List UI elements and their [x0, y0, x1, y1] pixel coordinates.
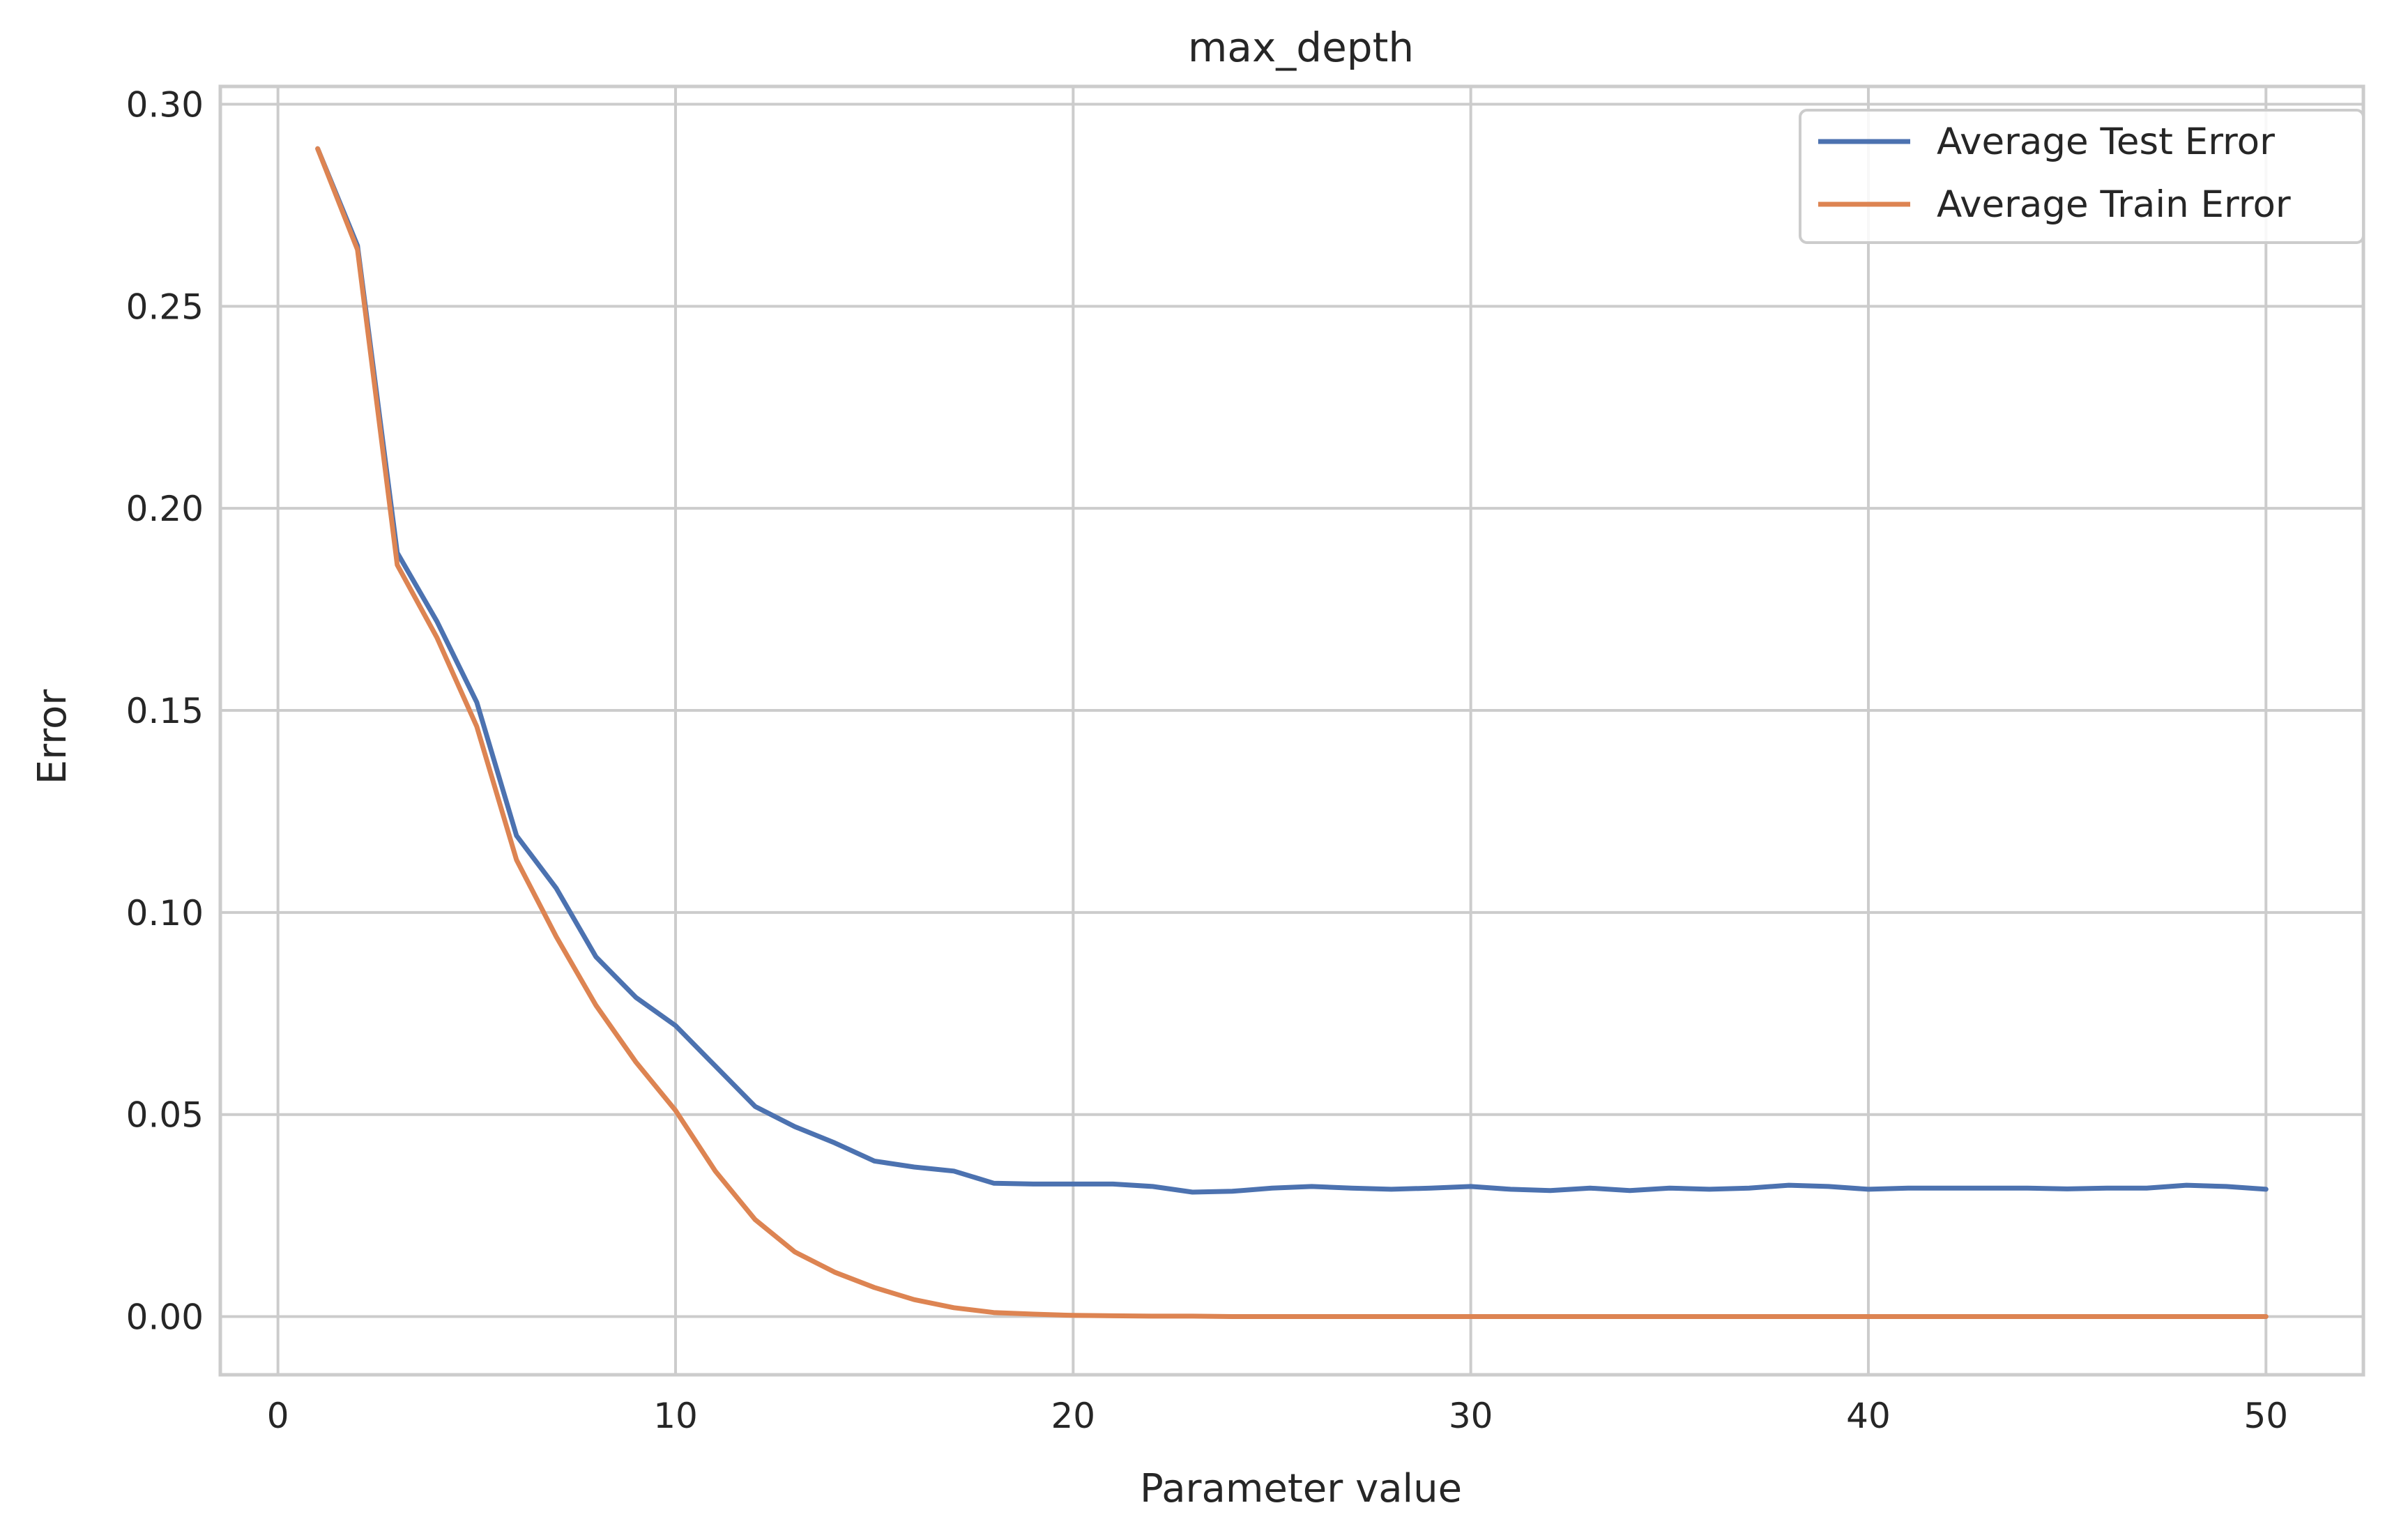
series-line-train-error [315, 146, 2269, 1319]
y-tick-label: 0.25 [126, 287, 204, 327]
plot-frame [218, 84, 2365, 1377]
x-tick-label: 40 [1846, 1396, 1891, 1436]
tick-labels: 0 10 20 30 40 50 0.00 0.05 0.10 0.15 0.20 0.25 0.30 [126, 85, 2288, 1436]
y-tick-label: 0.15 [126, 691, 204, 731]
legend: Average Test Error Average Train Error [1799, 109, 2365, 244]
y-axis-title: Error [30, 689, 75, 784]
y-tick-label: 0.20 [126, 489, 204, 529]
y-tick-label: 0.10 [126, 893, 204, 933]
series-line-test-error [315, 146, 2269, 1195]
y-tick-label: 0.30 [126, 85, 204, 125]
legend-box [1799, 109, 2365, 244]
legend-label-train-error: Average Train Error [1937, 183, 2291, 226]
x-tick-label: 30 [1449, 1396, 1493, 1436]
legend-label-test-error: Average Test Error [1937, 121, 2275, 163]
x-tick-label: 20 [1051, 1396, 1096, 1436]
x-axis-title: Parameter value [1140, 1466, 1462, 1511]
series-lines [315, 146, 2269, 1319]
x-tick-label: 10 [653, 1396, 698, 1436]
chart-title: max_depth [1188, 24, 1414, 71]
x-tick-label: 50 [2243, 1396, 2288, 1436]
y-tick-label: 0.05 [126, 1095, 204, 1136]
grid-lines [220, 86, 2363, 1375]
x-tick-label: 0 [267, 1396, 289, 1436]
y-tick-label: 0.00 [126, 1297, 204, 1338]
